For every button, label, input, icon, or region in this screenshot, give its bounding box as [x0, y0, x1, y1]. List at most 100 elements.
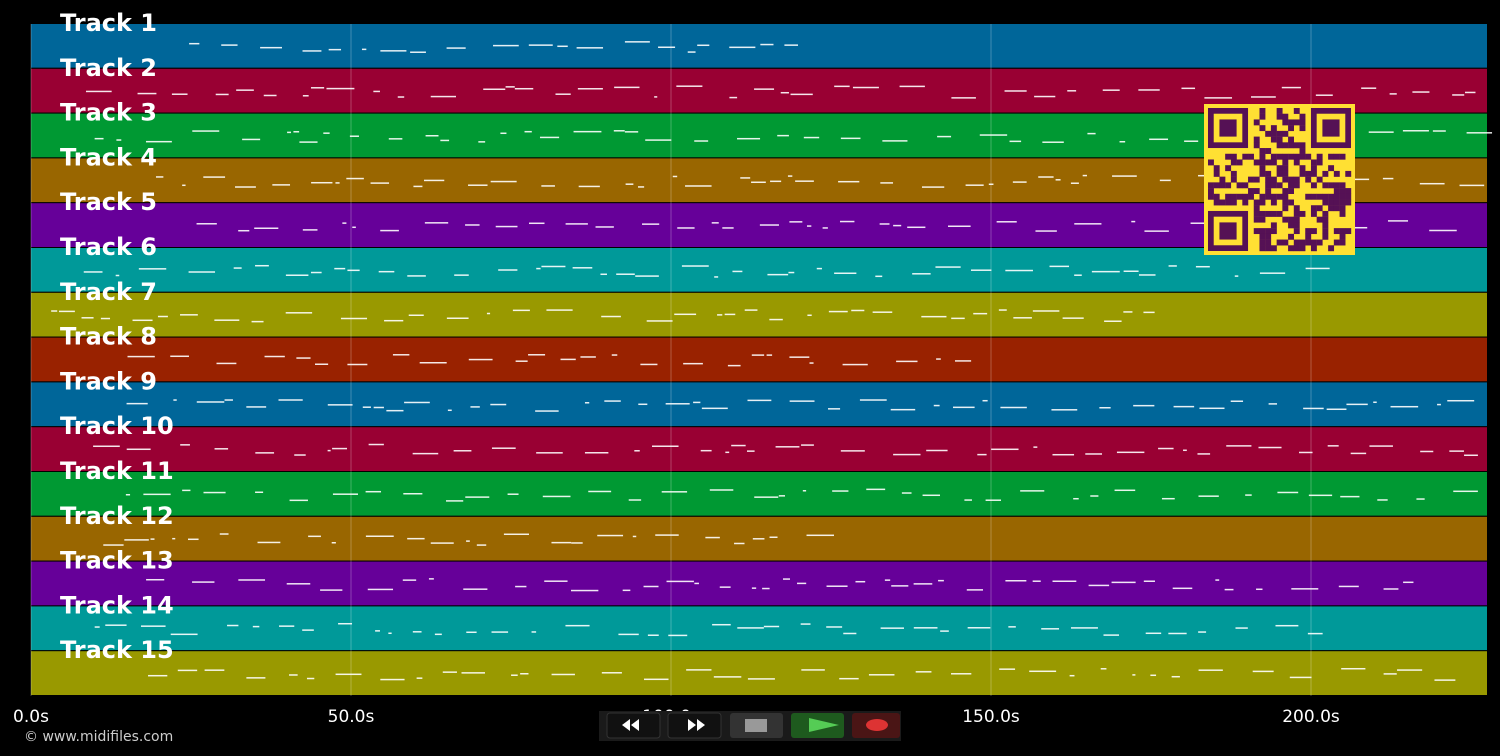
note	[766, 354, 773, 356]
note	[1452, 94, 1465, 96]
note	[1070, 627, 1098, 629]
qr-module	[1305, 193, 1312, 200]
note	[647, 634, 659, 636]
track-name: Track 1	[60, 9, 157, 37]
note	[370, 182, 390, 184]
note	[331, 542, 336, 544]
qr-module	[1288, 222, 1294, 229]
note	[655, 534, 679, 536]
note	[571, 589, 599, 592]
note	[1199, 407, 1225, 410]
qr-module	[1270, 182, 1277, 189]
note	[737, 627, 764, 629]
note	[145, 140, 172, 143]
qr-module	[1339, 205, 1346, 212]
record-button[interactable]	[852, 713, 900, 738]
note	[1419, 182, 1445, 185]
note	[907, 226, 926, 229]
qr-module	[1282, 159, 1289, 166]
track-name: Track 4	[60, 143, 157, 171]
qr-module	[1208, 182, 1214, 189]
rewind-button[interactable]	[606, 712, 661, 739]
note	[289, 499, 308, 502]
note	[503, 533, 529, 536]
qr-module	[1248, 188, 1254, 194]
note	[1373, 401, 1377, 404]
note	[1377, 499, 1388, 501]
qr-module	[1288, 216, 1294, 223]
note	[1326, 408, 1347, 411]
qr-module	[1333, 228, 1340, 235]
qr-module	[1259, 170, 1266, 177]
note	[498, 269, 518, 271]
note	[125, 493, 131, 496]
note	[424, 179, 445, 182]
note	[661, 491, 688, 493]
track-area	[31, 24, 1487, 696]
note	[1224, 588, 1234, 591]
note	[116, 139, 122, 141]
note	[769, 318, 783, 321]
note	[85, 90, 112, 93]
note	[665, 403, 690, 405]
qr-module	[1305, 176, 1312, 183]
qr-module	[1328, 205, 1335, 212]
note	[584, 452, 609, 454]
note	[203, 176, 226, 178]
note	[375, 630, 380, 632]
note	[1090, 495, 1099, 497]
note	[693, 401, 701, 404]
note	[597, 534, 624, 537]
note	[407, 537, 425, 540]
note	[378, 270, 395, 273]
qr-module	[1265, 210, 1272, 217]
qr-module	[1322, 222, 1329, 229]
note	[1112, 175, 1137, 177]
note	[866, 488, 886, 491]
note	[672, 175, 678, 178]
note	[1432, 130, 1446, 132]
note	[1114, 489, 1136, 492]
note	[542, 495, 571, 498]
note	[254, 227, 279, 230]
note	[531, 631, 537, 633]
note	[1123, 311, 1133, 313]
qr-module	[1270, 130, 1277, 137]
qr-module	[1333, 182, 1340, 189]
note	[584, 402, 590, 404]
note	[428, 578, 434, 580]
qr-module	[1316, 176, 1323, 183]
note	[362, 406, 371, 408]
qr-module	[1339, 153, 1346, 160]
note	[490, 403, 507, 406]
forward-button[interactable]	[667, 712, 722, 739]
qr-module	[1270, 199, 1277, 206]
qr-module	[1225, 165, 1232, 172]
qr-module	[1299, 245, 1306, 252]
note	[604, 400, 621, 402]
note	[408, 314, 424, 317]
note	[177, 669, 198, 672]
qr-module	[1270, 193, 1277, 200]
qr-module	[1299, 142, 1306, 149]
note	[747, 678, 775, 680]
note	[490, 180, 517, 183]
note	[182, 489, 191, 492]
stop-button[interactable]	[730, 713, 783, 738]
qr-module	[1316, 239, 1323, 246]
note	[891, 585, 909, 587]
note	[624, 41, 650, 43]
note	[187, 538, 199, 541]
qr-module	[1236, 193, 1243, 200]
track-name: Track 6	[60, 233, 157, 261]
note	[880, 182, 894, 184]
note	[576, 47, 604, 49]
qr-module	[1213, 199, 1220, 206]
play-button[interactable]	[791, 713, 844, 738]
note	[1013, 317, 1032, 319]
note	[613, 130, 625, 132]
qr-module	[1328, 199, 1335, 206]
note	[1245, 494, 1252, 496]
note	[788, 271, 795, 274]
